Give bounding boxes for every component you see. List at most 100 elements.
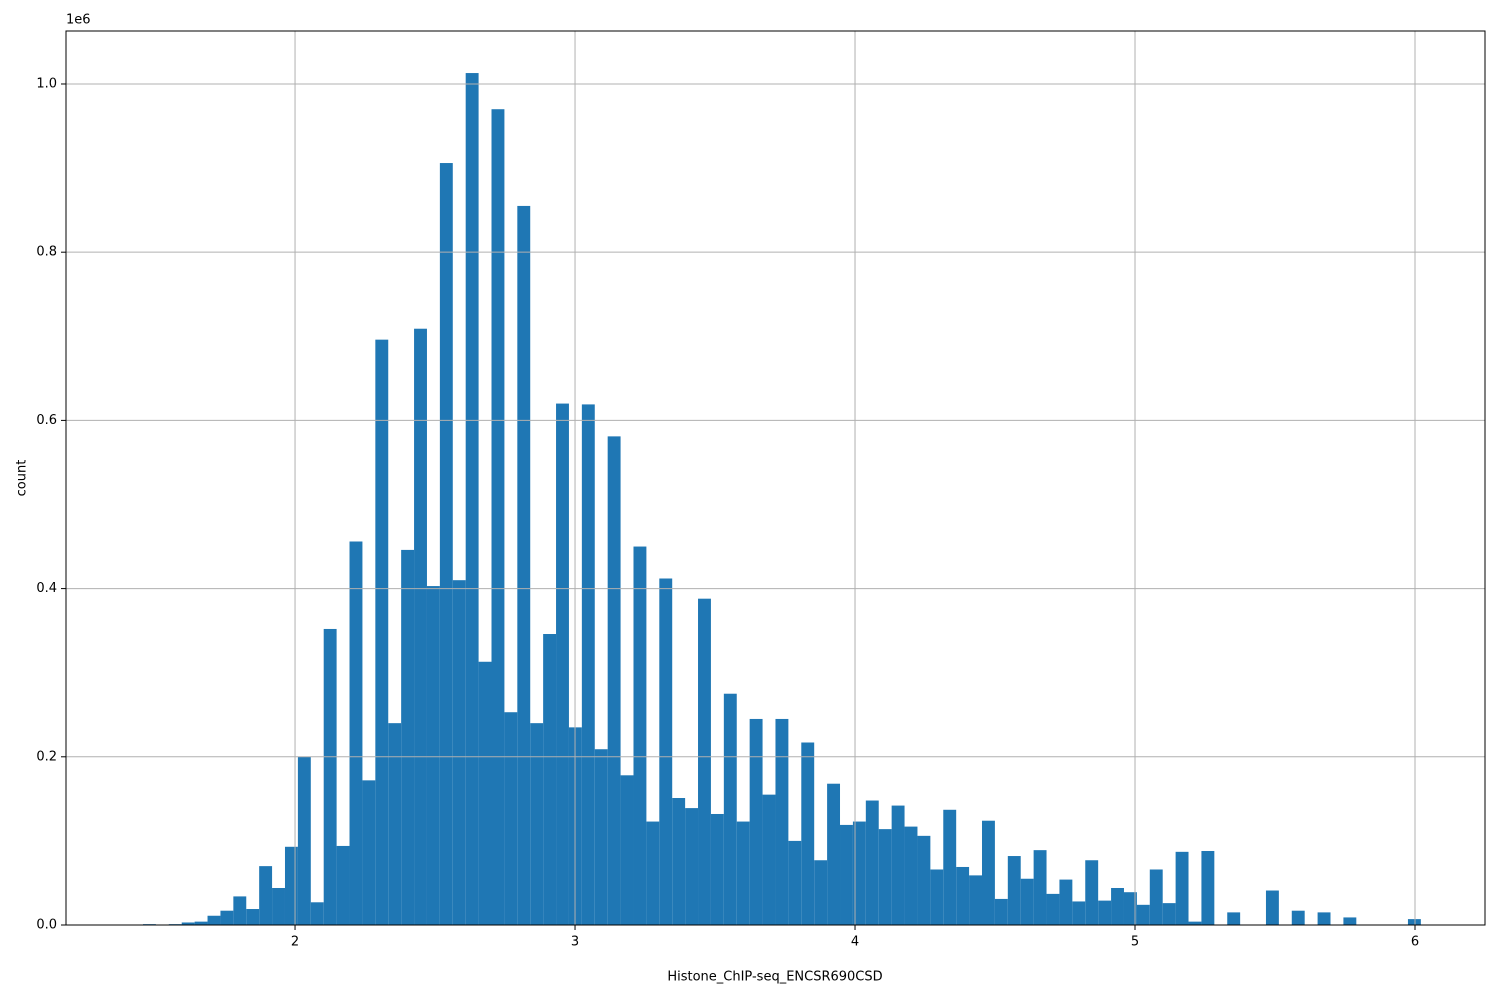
bar <box>414 328 427 925</box>
bar <box>736 821 750 925</box>
bar <box>749 718 763 925</box>
x-tick-label: 5 <box>1131 935 1139 950</box>
bar <box>452 580 466 925</box>
bar <box>878 829 892 925</box>
bar <box>220 910 234 925</box>
bar <box>788 840 802 925</box>
bar <box>956 866 970 925</box>
bar <box>1175 851 1189 925</box>
bar <box>504 712 518 925</box>
bar <box>336 845 350 925</box>
bar <box>762 794 776 925</box>
bar <box>827 783 841 925</box>
y-offset-label: 1e6 <box>66 13 91 28</box>
bar <box>801 742 815 925</box>
bar <box>543 634 557 925</box>
bar <box>865 800 879 925</box>
y-tick-label: 1.0 <box>36 76 57 91</box>
bar <box>465 73 479 926</box>
bar <box>852 821 866 925</box>
bar <box>659 578 673 925</box>
bar <box>723 693 737 925</box>
bar <box>530 723 544 925</box>
bar <box>1317 912 1331 925</box>
bar <box>362 780 376 925</box>
bar <box>710 813 724 925</box>
bar <box>904 826 918 925</box>
bar <box>426 586 440 925</box>
bar <box>491 109 505 926</box>
bar <box>272 887 285 925</box>
y-tick-label: 0.2 <box>36 749 57 764</box>
bar <box>594 749 608 925</box>
bar <box>1033 850 1047 925</box>
bar <box>698 598 711 925</box>
bar <box>917 835 931 925</box>
bar <box>1136 904 1150 925</box>
bar <box>1085 860 1099 925</box>
x-tick-label: 4 <box>851 935 859 950</box>
bar <box>297 756 311 925</box>
bar <box>969 875 982 925</box>
bar <box>1046 893 1060 925</box>
bar <box>1072 901 1086 925</box>
x-tick-label: 6 <box>1411 935 1419 950</box>
bar <box>840 824 853 925</box>
bar <box>1227 912 1241 925</box>
y-tick-label: 0.6 <box>36 413 57 428</box>
bar <box>994 898 1008 925</box>
y-tick-label: 0.4 <box>36 581 57 596</box>
bar <box>1111 887 1124 925</box>
x-tick-label: 2 <box>291 935 299 950</box>
bar <box>633 546 647 925</box>
bar <box>323 628 337 925</box>
bar <box>1162 903 1176 925</box>
bar <box>207 915 221 925</box>
bar <box>349 541 363 925</box>
bar <box>1020 878 1034 925</box>
x-tick-label: 3 <box>571 935 579 950</box>
x-axis-label: Histone_ChIP-seq_ENCSR690CSD <box>667 970 882 985</box>
bar <box>1343 917 1357 925</box>
bar <box>981 820 995 925</box>
bar <box>943 809 957 925</box>
bar <box>388 723 402 925</box>
bar <box>1265 890 1279 925</box>
bar <box>1407 919 1421 925</box>
bar <box>1201 850 1215 925</box>
bar <box>517 205 531 925</box>
bar <box>607 436 621 925</box>
bar <box>672 798 686 925</box>
bar <box>181 922 195 925</box>
bar <box>478 661 492 925</box>
bar <box>556 403 569 926</box>
bar <box>814 860 828 925</box>
y-tick-label: 0.8 <box>36 245 57 260</box>
bar <box>246 909 260 925</box>
bar <box>930 869 944 925</box>
bar <box>1291 910 1305 925</box>
y-tick-label: 0.0 <box>36 918 57 933</box>
bar <box>233 896 247 925</box>
bar <box>1007 856 1021 925</box>
plot-frame <box>65 30 1486 926</box>
bar <box>891 805 905 925</box>
bar <box>775 718 789 925</box>
bar <box>401 549 415 925</box>
bar <box>259 866 273 925</box>
bar <box>1149 869 1163 925</box>
bar <box>646 821 660 925</box>
bar <box>581 404 595 925</box>
bar <box>284 846 298 925</box>
bar <box>375 339 389 926</box>
bar <box>1188 921 1202 925</box>
bar <box>1098 900 1112 925</box>
bar <box>194 921 208 925</box>
bar <box>685 808 699 925</box>
bar <box>439 163 453 926</box>
bar <box>310 902 324 925</box>
bar <box>620 775 634 925</box>
bar <box>1059 879 1073 925</box>
bar <box>1123 892 1137 925</box>
